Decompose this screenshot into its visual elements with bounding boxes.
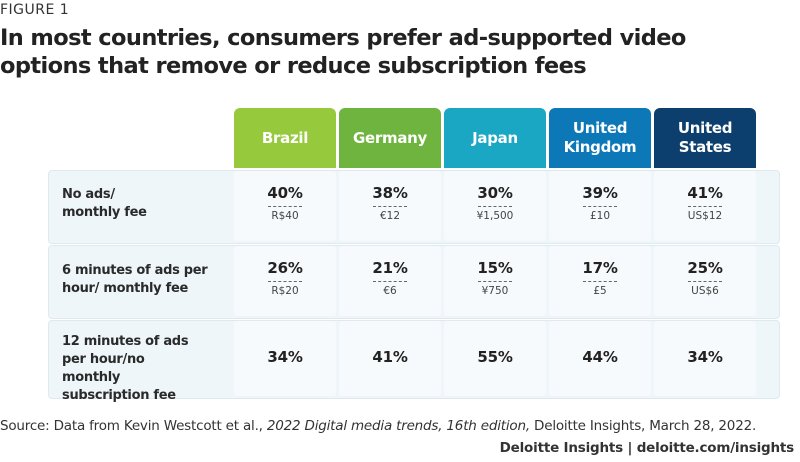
value-label: 30% [477, 184, 513, 202]
fee-label: US$6 [691, 285, 719, 297]
column-header-japan: Japan [444, 108, 546, 168]
value-label: 44% [582, 348, 618, 366]
dashed-divider [478, 206, 512, 207]
dashed-divider [583, 206, 617, 207]
table-cell: 34% [234, 321, 336, 396]
column-header-label: Japan [472, 128, 518, 147]
table-cell: 25% US$6 [654, 246, 756, 316]
value-label: 34% [687, 348, 723, 366]
table-cell: 17% £5 [549, 246, 651, 316]
value-label: 40% [267, 184, 303, 202]
fee-label: R$40 [271, 210, 299, 222]
column-header-label: Brazil [261, 128, 309, 147]
column-header-germany: Germany [339, 108, 441, 168]
dashed-divider [268, 206, 302, 207]
value-label: 15% [477, 259, 513, 277]
fee-label: R$20 [271, 285, 299, 297]
fee-label: €6 [383, 285, 397, 297]
dashed-divider [373, 281, 407, 282]
footer-credit: Deloitte Insights | deloitte.com/insight… [499, 440, 795, 456]
table-cell: 41% US$12 [654, 171, 756, 241]
value-label: 25% [687, 259, 723, 277]
value-label: 41% [372, 348, 408, 366]
table-cell: 15% ¥750 [444, 246, 546, 316]
fee-label: ¥1,500 [476, 210, 514, 222]
table-cell: 44% [549, 321, 651, 396]
value-label: 26% [267, 259, 303, 277]
column-header-united-kingdom: United Kingdom [549, 108, 651, 168]
fee-label: €12 [379, 210, 401, 222]
table-cell: 21% €6 [339, 246, 441, 316]
value-label: 17% [582, 259, 618, 277]
source-suffix: Deloitte Insights, March 28, 2022. [529, 418, 757, 434]
value-label: 41% [687, 184, 723, 202]
source-prefix: Source: Data from Kevin Westcott et al., [0, 418, 267, 434]
fee-label: £5 [593, 285, 607, 297]
column-header-label: Germany [353, 128, 427, 147]
row-label: No ads/ monthly fee [62, 187, 147, 220]
dashed-divider [373, 206, 407, 207]
table-cell: 30% ¥1,500 [444, 171, 546, 241]
row-label: 12 minutes of ads per hour/no monthly su… [62, 334, 189, 403]
chart-title: In most countries, consumers prefer ad-s… [0, 25, 686, 79]
value-label: 34% [267, 348, 303, 366]
dashed-divider [688, 281, 722, 282]
table-cell: 41% [339, 321, 441, 396]
column-header-label: United Kingdom [563, 119, 637, 156]
value-label: 39% [582, 184, 618, 202]
dashed-divider [688, 206, 722, 207]
dashed-divider [478, 281, 512, 282]
dashed-divider [268, 281, 302, 282]
dashed-divider [583, 281, 617, 282]
figure-label: FIGURE 1 [0, 2, 70, 18]
row-label: 6 minutes of ads per hour/ monthly fee [62, 263, 208, 296]
value-label: 21% [372, 259, 408, 277]
value-label: 38% [372, 184, 408, 202]
value-label: 55% [477, 348, 513, 366]
source-title: 2022 Digital media trends, 16th edition, [266, 418, 530, 434]
fee-label: US$12 [687, 210, 723, 222]
table-cell: 40% R$40 [234, 171, 336, 241]
fee-label: ¥750 [481, 285, 509, 297]
table-cell: 34% [654, 321, 756, 396]
column-header-brazil: Brazil [234, 108, 336, 168]
source-note: Source: Data from Kevin Westcott et al.,… [0, 418, 756, 434]
fee-label: £10 [589, 210, 611, 222]
table-cell: 38% €12 [339, 171, 441, 241]
column-header-united-states: United States [654, 108, 756, 168]
table-cell: 26% R$20 [234, 246, 336, 316]
table-cell: 39% £10 [549, 171, 651, 241]
column-header-label: United States [677, 119, 733, 156]
table-cell: 55% [444, 321, 546, 396]
